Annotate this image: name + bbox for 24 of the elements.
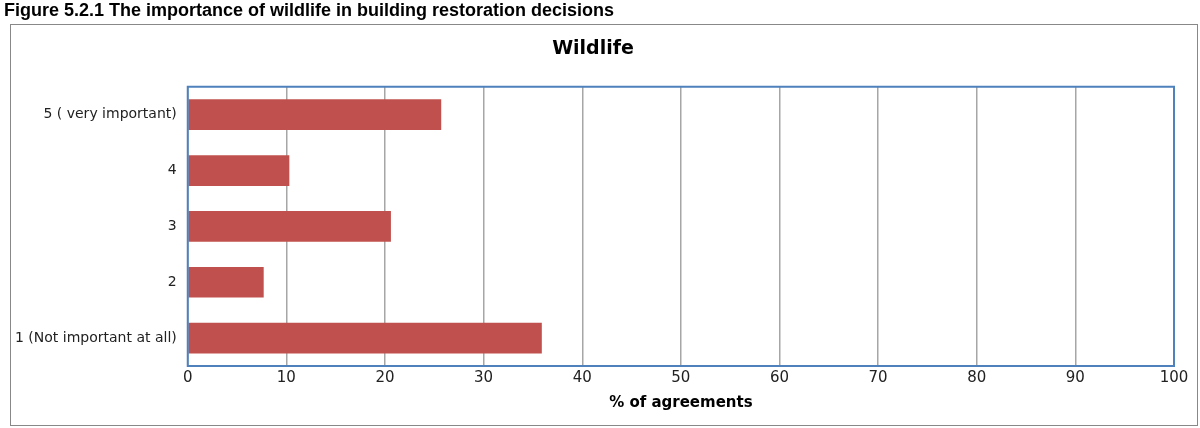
x-axis-title: % of agreements: [609, 392, 753, 411]
x-tick-label: 60: [769, 367, 790, 386]
chart-title: Wildlife: [552, 36, 634, 59]
x-tick-label: 90: [1065, 367, 1085, 386]
x-tick-label: 70: [868, 367, 888, 386]
x-tick-label: 80: [967, 367, 987, 386]
bar: [188, 211, 391, 242]
y-tick-label: 3: [167, 217, 177, 234]
x-tick-label: 10: [276, 367, 296, 386]
x-tick-label: 50: [671, 367, 691, 386]
y-tick-label: 2: [167, 272, 177, 289]
bar: [188, 322, 542, 354]
caption: Figure 5.2.1 The importance of wildlife in building restoration decisions: [4, 0, 615, 21]
y-tick-label: 5 ( very important): [43, 105, 177, 122]
x-tick-label: 100: [1159, 367, 1189, 386]
x-tick-label: 40: [572, 367, 592, 386]
x-tick-label: 20: [375, 367, 395, 386]
x-tick-label: 30: [474, 367, 494, 386]
bar: [188, 99, 442, 131]
x-tick-label: 0: [182, 367, 193, 386]
y-tick-label: 4: [167, 161, 177, 178]
y-tick-label: 1 (Not important at all): [14, 328, 177, 345]
bar: [188, 155, 290, 186]
bar: [188, 266, 264, 298]
